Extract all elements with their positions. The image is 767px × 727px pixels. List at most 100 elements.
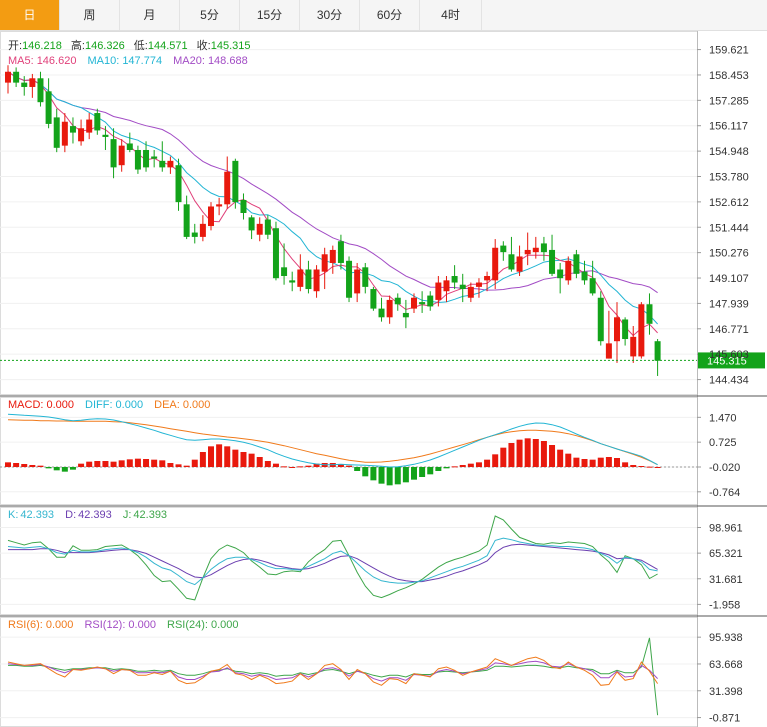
- candle-body: [86, 119, 93, 133]
- macd-histogram-bar: [13, 463, 20, 467]
- macd-histogram-bar: [102, 461, 109, 467]
- macd-histogram-bar: [565, 453, 572, 467]
- macd-histogram-bar: [37, 465, 44, 467]
- candle-body: [565, 260, 572, 281]
- candle-body: [61, 121, 68, 146]
- macd-histogram-bar: [240, 452, 247, 467]
- price-tick-label: 153.780: [709, 171, 749, 183]
- macd-tick-label: -0.764: [709, 487, 740, 499]
- tab-4[interactable]: 15分: [240, 0, 300, 30]
- macd-histogram-bar: [224, 446, 231, 467]
- macd-histogram-bar: [500, 447, 507, 467]
- candle-body: [208, 206, 214, 227]
- macd-histogram-bar: [159, 460, 166, 467]
- macd-histogram-bar: [354, 467, 361, 471]
- price-tick-label: 152.612: [709, 197, 749, 209]
- macd-histogram-bar: [654, 467, 661, 468]
- macd-histogram-bar: [459, 465, 466, 467]
- macd-histogram-bar: [191, 459, 198, 467]
- macd-histogram-bar: [411, 467, 417, 480]
- macd-histogram-bar: [451, 466, 458, 468]
- price-tick-label: 147.939: [709, 298, 749, 310]
- candle-body: [549, 249, 556, 274]
- macd-histogram-bar: [248, 453, 255, 467]
- candle-body: [581, 271, 588, 281]
- candle-body: [297, 269, 304, 287]
- ma20-line: [7, 71, 658, 294]
- candle-body: [394, 297, 401, 305]
- macd-histogram-bar: [484, 459, 491, 467]
- tab-5[interactable]: 30分: [300, 0, 360, 30]
- candle-body: [419, 302, 426, 305]
- macd-histogram-bar: [581, 459, 588, 467]
- tab-6[interactable]: 60分: [360, 0, 420, 30]
- candle-body: [305, 269, 312, 290]
- kdj-tick-label: 31.681: [709, 574, 743, 586]
- candle-body: [484, 276, 491, 281]
- candle-body: [199, 223, 206, 237]
- macd-histogram-bar: [394, 467, 401, 485]
- price-tick-label: 156.117: [709, 121, 748, 133]
- macd-histogram-bar: [256, 457, 263, 467]
- macd-histogram-bar: [199, 452, 206, 467]
- tab-2[interactable]: 月: [120, 0, 180, 30]
- macd-histogram-bar: [557, 449, 564, 467]
- macd-histogram-bar: [573, 457, 580, 467]
- candle-body: [467, 286, 474, 298]
- macd-histogram-bar: [313, 463, 320, 467]
- candle-body: [524, 249, 531, 255]
- tab-1[interactable]: 周: [60, 0, 120, 30]
- candle-body: [362, 267, 369, 287]
- candle-body: [151, 156, 158, 159]
- macd-histogram-bar: [110, 461, 117, 467]
- macd-histogram-bar: [45, 467, 52, 469]
- rsi-tick-label: 63.668: [709, 659, 743, 671]
- tab-0[interactable]: 日: [0, 0, 60, 30]
- candle-body: [370, 289, 377, 309]
- macd-histogram-bar: [378, 467, 385, 484]
- panel-frame-kdj: [0, 507, 698, 615]
- macd-histogram-bar: [597, 457, 604, 467]
- tab-3[interactable]: 5分: [180, 0, 240, 30]
- ohlc-legend: 开:146.218 高:146.326 低:144.571 收:145.315: [8, 38, 251, 52]
- candle-body: [272, 228, 279, 279]
- candle-body: [264, 219, 271, 235]
- macd-histogram-bar: [386, 467, 393, 486]
- tab-7[interactable]: 4时: [420, 0, 482, 30]
- candle-body: [589, 278, 596, 294]
- candle-body: [459, 284, 466, 290]
- rsi-tick-label: 95.938: [709, 632, 743, 644]
- macd-histogram-bar: [5, 462, 11, 467]
- dea-line: [7, 419, 658, 466]
- macd-histogram-bar: [232, 449, 239, 467]
- macd-histogram-bar: [524, 438, 531, 467]
- candle-body: [573, 254, 580, 274]
- candle-body: [532, 247, 539, 253]
- candle-body: [29, 78, 36, 87]
- axis-labels-layer: 159.621 158.453 157.285 156.117 154.948 153.7…: [709, 45, 749, 725]
- panel-frame-macd: [0, 397, 698, 505]
- macd-histogram-bar: [305, 465, 312, 467]
- macd-histogram-bar: [370, 467, 377, 481]
- macd-histogram-bar: [53, 467, 60, 471]
- macd-layer: [0, 413, 697, 486]
- kdj-tick-label: 65.321: [709, 548, 743, 560]
- candle-body: [354, 269, 361, 294]
- price-tick-label: 144.434: [709, 375, 749, 387]
- candle-body: [118, 145, 125, 166]
- macd-tick-label: 0.725: [709, 437, 737, 449]
- macd-histogram-bar: [346, 465, 353, 467]
- macd-histogram-bar: [143, 459, 150, 467]
- rsi-layer: [7, 637, 659, 716]
- macd-histogram-bar: [78, 463, 85, 467]
- macd-histogram-bar: [297, 466, 304, 468]
- macd-histogram-bar: [630, 465, 637, 467]
- macd-histogram-bar: [540, 441, 547, 467]
- candle-body: [134, 149, 141, 170]
- candle-body: [597, 297, 604, 342]
- period-tabbar: 日周月 5分 15分 30分 60分 4时: [0, 0, 767, 31]
- price-tick-label: 159.621: [709, 45, 749, 57]
- candle-body: [289, 280, 296, 283]
- candle-body: [256, 223, 263, 235]
- candle-body: [402, 312, 409, 318]
